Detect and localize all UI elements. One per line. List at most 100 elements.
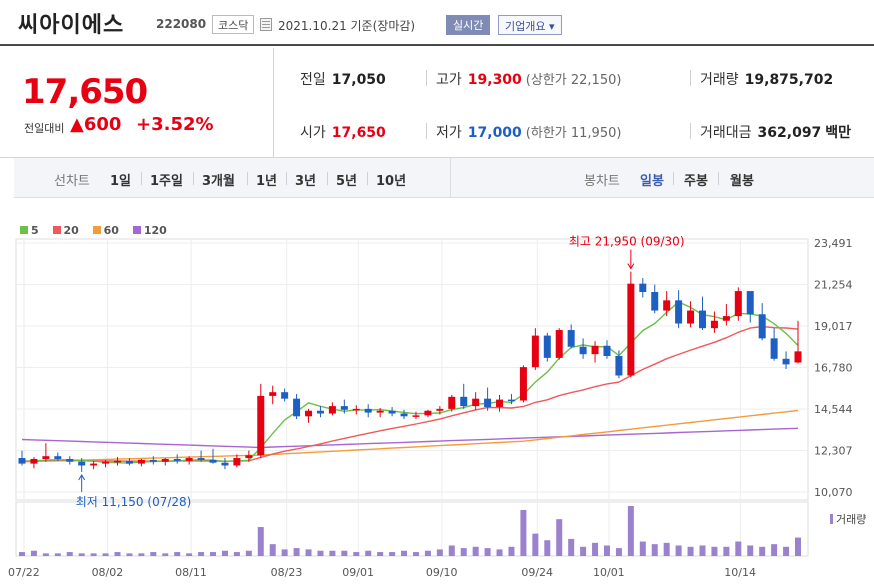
ma60-line (21, 409, 799, 463)
candle-body (722, 316, 730, 321)
volume-bar (723, 546, 730, 556)
candle-body (388, 410, 396, 414)
volume-bar (436, 549, 443, 556)
candle-body (18, 458, 26, 464)
legend-ma120[interactable]: 120 (132, 224, 167, 237)
volume-value: 19,875,702 (744, 72, 834, 88)
volume-bar (627, 506, 634, 556)
candle-body (352, 408, 360, 411)
legend-ma20[interactable]: 20 (52, 224, 79, 237)
legend-swatch (92, 226, 101, 234)
candle-body (185, 458, 193, 461)
volume-bar (257, 527, 264, 556)
volume-bar (484, 548, 491, 556)
volume-bar (747, 545, 754, 556)
divider (426, 70, 427, 86)
stock-header: 씨아이에스 222080 코스닥 2021.10.21 기준(장마감) 실시간 … (0, 0, 874, 46)
candle-body (698, 310, 706, 329)
candle-body (507, 399, 515, 402)
high-value: 19,300 (467, 72, 522, 88)
legend-label: 60 (103, 224, 119, 237)
realtime-button[interactable]: 실시간 (446, 15, 491, 35)
separator (247, 172, 248, 185)
candle-weekly[interactable]: 주봉 (684, 174, 708, 189)
volume-bar (592, 542, 599, 556)
candle-body (627, 283, 635, 376)
volume-bar (365, 550, 372, 556)
candle-body (436, 408, 444, 411)
candle-body (782, 358, 790, 365)
stock-name: 씨아이에스 (18, 13, 125, 38)
price-change: ▲600 (70, 114, 122, 135)
candle-body (484, 398, 492, 408)
volume-bar (603, 545, 610, 556)
volume-bar (269, 544, 276, 556)
period-1w[interactable]: 1주일 (150, 174, 183, 189)
legend-ma5[interactable]: 5 (20, 224, 39, 237)
volume-bar (102, 553, 109, 556)
volume-bar (329, 550, 336, 556)
period-5y[interactable]: 5년 (336, 174, 358, 189)
company-overview-dropdown[interactable]: 기업개요 ▾ (498, 15, 562, 35)
separator (286, 172, 287, 185)
candle-body (496, 399, 504, 408)
volume-bar (198, 552, 205, 556)
legend-ma60[interactable]: 60 (92, 224, 119, 237)
legend-label: 120 (143, 224, 167, 237)
separator (193, 172, 194, 185)
ma120-line (21, 427, 799, 449)
candle-body (161, 458, 169, 462)
price-summary: 17,650 전일대비 ▲600 +3.52% 전일 17,050 고가 19,30… (0, 48, 874, 158)
period-3m[interactable]: 3개월 (202, 174, 235, 189)
candle-body (460, 396, 468, 407)
toolbar-divider (450, 158, 451, 198)
candle-body (245, 455, 253, 459)
period-10y[interactable]: 10년 (376, 174, 407, 189)
candle-body (137, 459, 145, 464)
volume-bar (78, 553, 85, 556)
candle-body (794, 351, 802, 363)
chart-frame (15, 238, 809, 501)
volume-bar (126, 553, 133, 556)
legend-swatch (132, 226, 141, 234)
legend-label: 20 (63, 224, 79, 237)
volume-bar (651, 544, 658, 556)
volume-bar (663, 542, 670, 556)
stock-chart[interactable]: 23,491 21,254 19,017 16,780 14,544 12,307 10,0… (0, 200, 874, 584)
x-tick-label: 09/10 (426, 566, 458, 579)
volume-bar (795, 537, 801, 556)
y-tick-label: 10,070 (814, 486, 853, 499)
volume-bar (389, 552, 396, 556)
y-tick-label: 12,307 (814, 445, 853, 458)
high-label: 고가 (436, 72, 462, 88)
candle-body (114, 460, 122, 463)
separator (141, 172, 142, 185)
candle-body (400, 413, 408, 417)
divider (690, 70, 691, 86)
prev-close-label: 전일 (300, 72, 326, 88)
period-1d[interactable]: 1일 (110, 174, 132, 189)
candle-body (424, 410, 432, 416)
high-price: 고가 19,300 (상한가 22,150) (436, 69, 621, 89)
candle-body (675, 300, 683, 324)
change-rate: +3.52% (136, 114, 214, 135)
amount-label: 거래대금 (700, 125, 752, 141)
base-date: 2021.10.21 기준(장마감) (278, 19, 416, 33)
volume-bar (783, 546, 790, 556)
candle-body (615, 356, 623, 376)
ma-legend: 5 20 60 120 (20, 224, 177, 237)
volume-bar (174, 552, 181, 556)
period-1y[interactable]: 1년 (256, 174, 278, 189)
separator (673, 172, 674, 185)
legend-swatch (20, 226, 28, 234)
candle-monthly[interactable]: 월봉 (730, 174, 754, 189)
change-label: 전일대비 (24, 122, 65, 135)
period-3y[interactable]: 3년 (295, 174, 317, 189)
candle-body (663, 300, 671, 311)
candle-body (340, 406, 348, 410)
lower-limit: (하한가 11,950) (525, 126, 622, 141)
candle-body (66, 458, 74, 462)
prev-close: 전일 17,050 (300, 69, 386, 89)
candle-daily[interactable]: 일봉 (640, 174, 664, 189)
y-tick-label: 19,017 (814, 320, 853, 333)
